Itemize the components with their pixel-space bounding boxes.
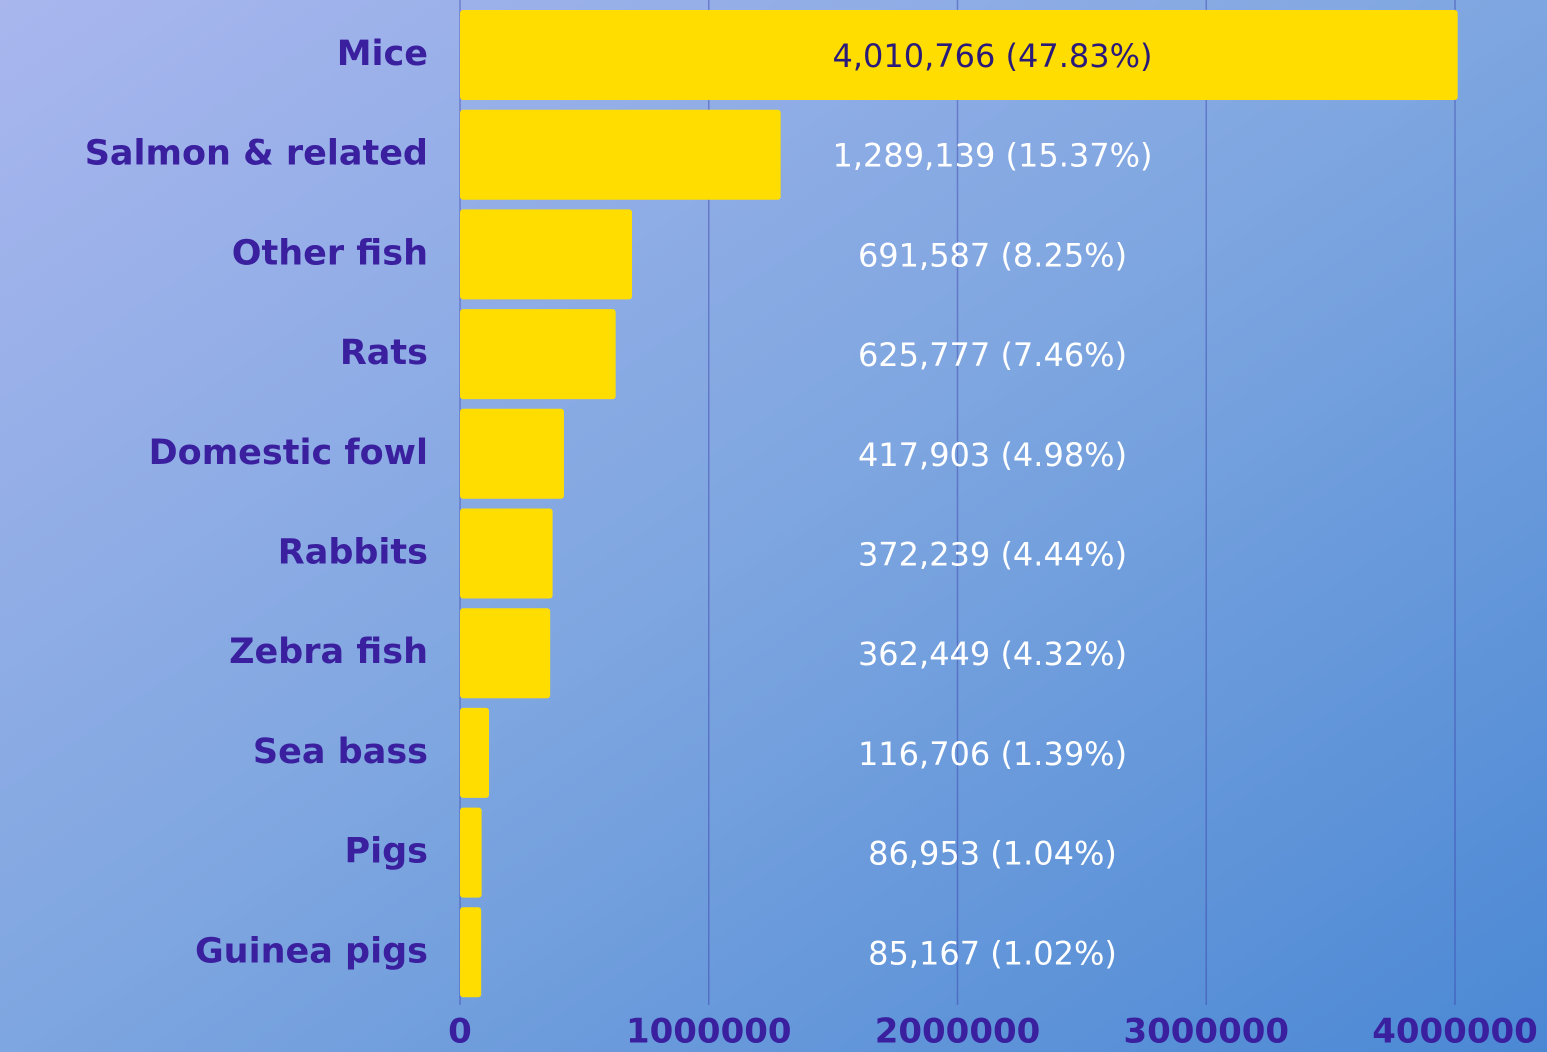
bar (460, 209, 632, 299)
value-label: 85,167 (1.02%) (868, 934, 1117, 972)
x-tick-label: 4000000 (1372, 1012, 1538, 1052)
category-label: Other fish (232, 233, 428, 273)
value-label: 625,777 (7.46%) (858, 336, 1127, 374)
category-label: Salmon & related (85, 134, 428, 174)
value-label: 116,706 (1.39%) (858, 735, 1127, 773)
bar (460, 708, 489, 798)
bar (460, 509, 553, 599)
value-label: 362,449 (4.32%) (858, 635, 1127, 673)
x-tick-label: 2000000 (875, 1012, 1041, 1052)
chart: 0 1000000 2000000 3000000 4000000 Mice 4,010,7… (0, 0, 1547, 1052)
category-label: Pigs (344, 832, 428, 872)
page: 0 1000000 2000000 3000000 4000000 Mice 4,010,7… (0, 0, 1547, 1052)
category-label: Domestic fowl (149, 433, 428, 473)
category-label: Zebra fish (229, 632, 428, 672)
value-label: 86,953 (1.04%) (868, 835, 1117, 873)
bar (460, 608, 550, 698)
value-label: 691,587 (8.25%) (858, 236, 1127, 274)
category-label: Rats (340, 333, 428, 373)
category-label: Mice (337, 34, 428, 74)
bar (460, 309, 616, 399)
bar (460, 110, 781, 200)
value-label: 372,239 (4.44%) (858, 536, 1127, 574)
x-tick-label: 0 (448, 1012, 472, 1052)
category-label: Sea bass (253, 732, 428, 772)
value-label: 1,289,139 (15.37%) (832, 137, 1152, 175)
bar (460, 808, 482, 898)
category-label: Guinea pigs (195, 931, 428, 971)
value-label: 4,010,766 (47.83%) (832, 37, 1152, 75)
x-tick-label: 1000000 (626, 1012, 792, 1052)
bar (460, 907, 481, 997)
category-label: Rabbits (278, 533, 428, 573)
x-tick-label: 3000000 (1123, 1012, 1289, 1052)
value-label: 417,903 (4.98%) (858, 436, 1127, 474)
bar (460, 409, 564, 499)
